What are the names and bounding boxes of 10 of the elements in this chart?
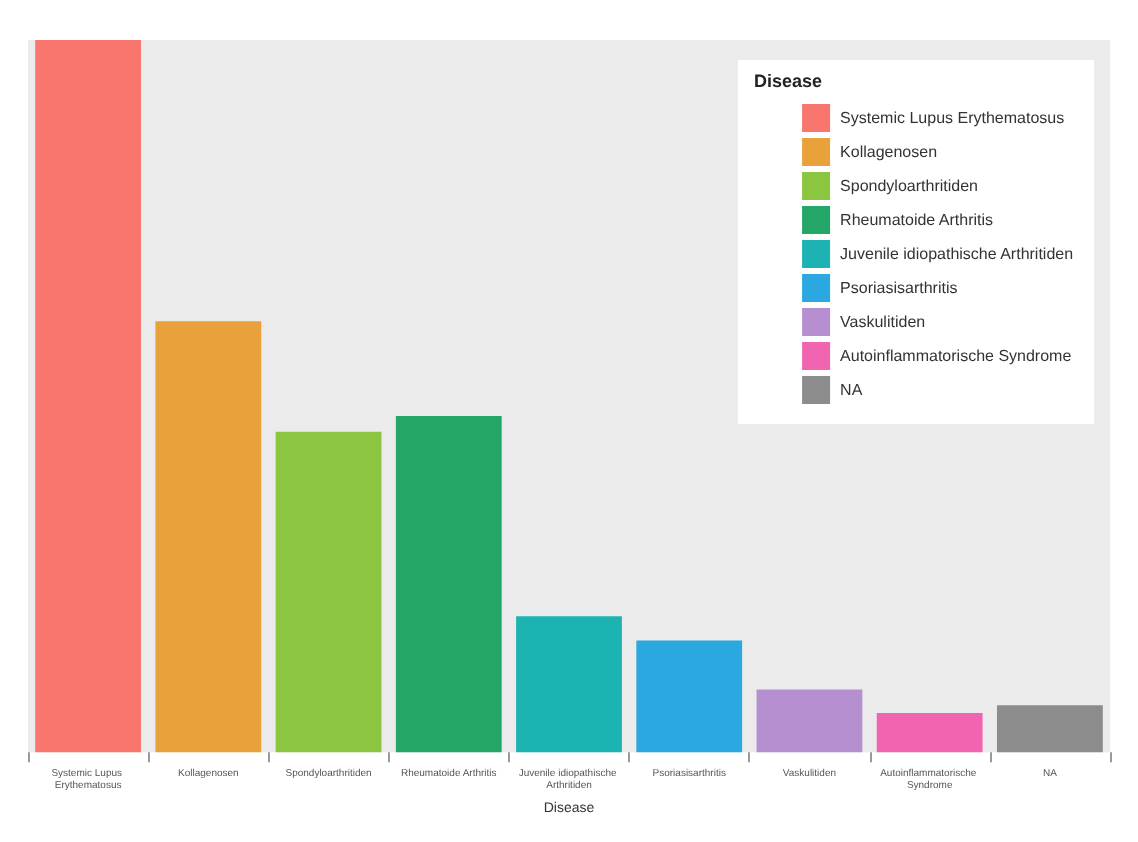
legend-label: Juvenile idiopathische Arthritiden [840, 245, 1074, 263]
legend-label: Autoinflammatorische Syndrome [840, 347, 1073, 365]
legend-label: Rheumatoide Arthritis [840, 211, 994, 229]
legend-label: Spondyloarthritiden [840, 177, 978, 195]
legend-label: Systemic Lupus Erythematosus [840, 109, 1065, 127]
legend-label: Psoriasisarthritis [840, 279, 958, 297]
legend-label: Kollagenosen [840, 143, 938, 161]
legend-label: Vaskulitiden [840, 313, 926, 331]
legend-label: NA [840, 381, 864, 399]
x-axis-title: Disease [753, 71, 823, 91]
